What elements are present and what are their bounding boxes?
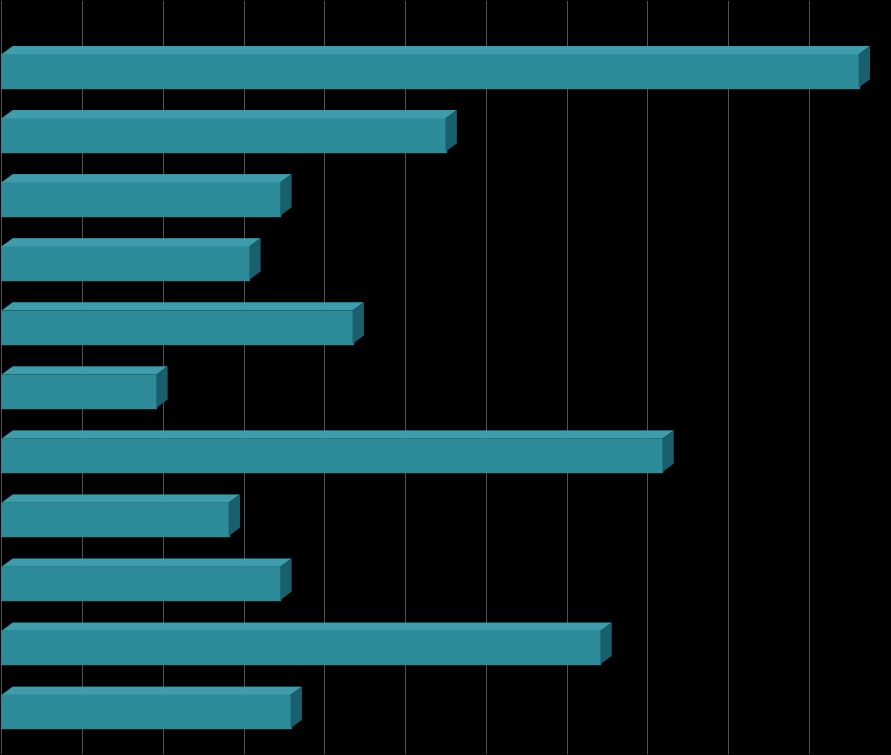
Polygon shape [2, 430, 674, 439]
Polygon shape [859, 46, 870, 88]
Polygon shape [2, 686, 302, 695]
Polygon shape [2, 623, 612, 631]
Bar [2, 695, 290, 729]
Polygon shape [290, 686, 302, 729]
Polygon shape [281, 559, 291, 600]
Polygon shape [2, 110, 457, 119]
Polygon shape [2, 46, 870, 54]
Polygon shape [249, 238, 261, 280]
Bar [2, 439, 662, 472]
Polygon shape [601, 623, 612, 664]
Polygon shape [662, 430, 674, 472]
Bar [2, 310, 353, 344]
Polygon shape [156, 366, 168, 408]
Bar [2, 54, 859, 88]
Polygon shape [2, 302, 364, 310]
Bar [2, 374, 156, 408]
Bar [2, 631, 601, 664]
Bar [2, 567, 281, 600]
Bar [2, 503, 229, 536]
Polygon shape [281, 174, 291, 216]
Polygon shape [229, 495, 240, 536]
Polygon shape [2, 559, 291, 567]
Bar [2, 246, 249, 280]
Polygon shape [446, 110, 457, 152]
Bar [2, 119, 446, 152]
Polygon shape [2, 174, 291, 183]
Bar [2, 183, 281, 216]
Polygon shape [2, 366, 168, 374]
Polygon shape [353, 302, 364, 344]
Polygon shape [2, 495, 240, 503]
Polygon shape [2, 238, 261, 246]
